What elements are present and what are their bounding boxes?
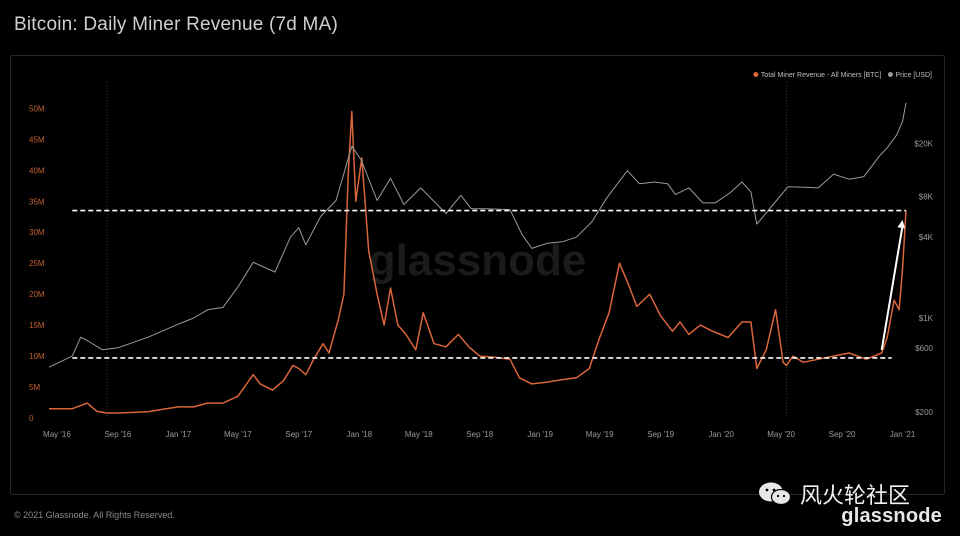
y-left-tick-label: 30M [29, 228, 45, 237]
y-left-tick-label: 35M [29, 197, 45, 206]
x-tick-label: May '17 [224, 430, 252, 439]
legend-marker-price [888, 72, 893, 77]
y-left-tick-label: 20M [29, 290, 45, 299]
x-tick-label: May '19 [586, 430, 614, 439]
x-tick-label: May '16 [43, 430, 71, 439]
trend-arrow-head [897, 220, 905, 229]
y-left-tick-label: 45M [29, 135, 45, 144]
y-left-tick-label: 50M [29, 104, 45, 113]
chart-panel: glassnode Total Miner Revenue - All Mine… [10, 55, 945, 495]
wechat-icon [758, 481, 792, 507]
x-tick-label: Jan '19 [527, 430, 553, 439]
x-axis: May '16 Sep '16 Jan '17 May '17 Sep '17 Jan '… [43, 430, 916, 439]
x-tick-label: May '20 [767, 430, 795, 439]
y-left-tick-label: 5M [29, 383, 40, 392]
x-tick-label: Sep '17 [285, 430, 312, 439]
legend-item-price: Price [USD] [895, 72, 932, 79]
x-tick-label: Sep '16 [104, 430, 131, 439]
y-left-tick-label: 40M [29, 166, 45, 175]
y-left-tick-label: 15M [29, 321, 45, 330]
y-right-tick-label: $4K [919, 233, 934, 242]
x-tick-label: Jan '18 [347, 430, 373, 439]
x-tick-label: Sep '19 [647, 430, 674, 439]
x-tick-label: May '18 [405, 430, 433, 439]
x-tick-label: Jan '17 [166, 430, 192, 439]
y-axis-right: $200 $600 $1K $4K $8K $20K [914, 139, 933, 417]
legend: Total Miner Revenue - All Miners [BTC] P… [753, 72, 932, 79]
x-tick-label: Sep '20 [829, 430, 856, 439]
y-right-tick-label: $200 [915, 408, 933, 417]
y-left-tick-label: 0 [29, 414, 34, 423]
x-tick-label: Jan '20 [708, 430, 734, 439]
y-axis-left: 0 5M 10M 15M 20M 25M 30M 35M 40M 45M 50M [29, 104, 45, 423]
y-left-tick-label: 10M [29, 352, 45, 361]
y-right-tick-label: $8K [919, 193, 934, 202]
glassnode-logo: glassnode [841, 505, 942, 528]
legend-marker-revenue [753, 72, 758, 77]
chart-title: Bitcoin: Daily Miner Revenue (7d MA) [14, 14, 338, 36]
x-tick-label: Jan '21 [890, 430, 916, 439]
y-right-tick-label: $20K [914, 139, 933, 148]
copyright: © 2021 Glassnode. All Rights Reserved. [14, 510, 175, 520]
y-left-tick-label: 25M [29, 259, 45, 268]
legend-item-revenue: Total Miner Revenue - All Miners [BTC] [761, 72, 882, 79]
y-right-tick-label: $600 [915, 344, 933, 353]
miner-revenue-chart: glassnode Total Miner Revenue - All Mine… [11, 56, 944, 494]
trend-arrow-shaft [882, 226, 903, 350]
x-tick-label: Sep '18 [466, 430, 493, 439]
y-right-tick-label: $1K [919, 314, 934, 323]
watermark: glassnode [369, 236, 587, 285]
